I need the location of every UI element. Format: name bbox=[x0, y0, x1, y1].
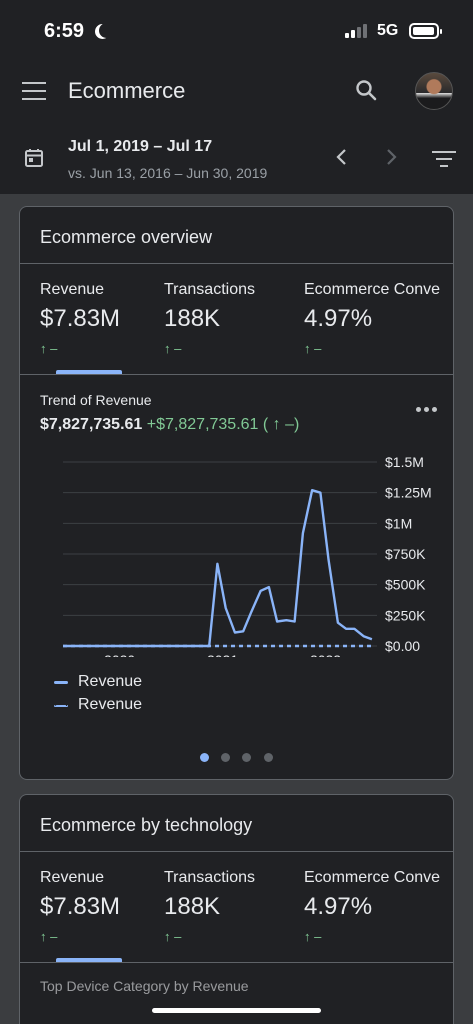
page-title: Ecommerce bbox=[68, 78, 186, 103]
carousel-pagination[interactable] bbox=[200, 753, 280, 763]
network-type: 5G bbox=[377, 22, 399, 39]
metric-transactions[interactable]: Transactions 188K ↑ – bbox=[164, 869, 255, 944]
metric-label: Transactions bbox=[164, 281, 255, 298]
legend-solid-line-icon bbox=[54, 681, 68, 684]
y-tick-label: $1M bbox=[385, 515, 412, 531]
user-avatar[interactable] bbox=[415, 72, 453, 110]
metric-change: ↑ – bbox=[40, 341, 58, 356]
y-tick-label: $750K bbox=[385, 546, 426, 562]
page-dot[interactable] bbox=[242, 753, 251, 762]
x-tick-label: 2020 bbox=[104, 652, 135, 657]
metric-label: Ecommerce Conve bbox=[304, 281, 441, 298]
divider bbox=[20, 374, 453, 375]
metric-change: ↑ – bbox=[304, 341, 322, 356]
x-tick-label: 2022 bbox=[310, 652, 341, 657]
y-tick-label: $1.25M bbox=[385, 485, 432, 501]
metric-value: 4.97% bbox=[304, 305, 373, 332]
selected-metric-indicator bbox=[56, 958, 122, 962]
trend-title: Trend of Revenue bbox=[40, 392, 152, 408]
legend-label: Revenue bbox=[78, 696, 143, 713]
metric-label: Revenue bbox=[40, 869, 105, 886]
metric-label: Ecommerce Conve bbox=[304, 869, 441, 886]
compare-date-range[interactable]: vs. Jun 13, 2016 – Jun 30, 2019 bbox=[68, 165, 268, 181]
cellular-signal-icon bbox=[345, 24, 369, 38]
y-tick-label: $500K bbox=[385, 577, 426, 593]
hamburger-menu-icon[interactable] bbox=[22, 82, 46, 102]
metric-value: 188K bbox=[164, 893, 221, 920]
calendar-icon[interactable] bbox=[24, 148, 44, 168]
page-dot-active[interactable] bbox=[200, 753, 209, 762]
metric-value: $7.83M bbox=[40, 893, 121, 920]
divider bbox=[20, 962, 453, 963]
divider bbox=[20, 263, 453, 264]
divider bbox=[20, 851, 453, 852]
metric-value: 4.97% bbox=[304, 893, 373, 920]
series-line-current bbox=[63, 489, 373, 648]
battery-icon bbox=[409, 23, 442, 39]
page-dot[interactable] bbox=[221, 753, 230, 762]
metric-change: ↑ – bbox=[40, 929, 58, 944]
filter-icon[interactable] bbox=[432, 151, 456, 167]
card-title: Ecommerce by technology bbox=[40, 815, 253, 835]
app-bar: Ecommerce Jul 1, 2019 – Jul 17 vs. Jun 1… bbox=[0, 64, 473, 194]
page-dot[interactable] bbox=[264, 753, 273, 762]
metric-label: Transactions bbox=[164, 869, 255, 886]
trend-delta: +$7,827,735.61 ( ↑ –) bbox=[146, 416, 300, 433]
metric-value: $7.83M bbox=[40, 305, 121, 332]
chevron-right-icon[interactable] bbox=[382, 148, 400, 166]
y-tick-label: $1.5M bbox=[385, 454, 424, 470]
revenue-trend-chart: $1.5M $1.25M $1M $750K $500K $250K $0.00 2020 20… bbox=[63, 454, 432, 657]
legend-label: Revenue bbox=[78, 673, 143, 690]
more-options-icon[interactable] bbox=[416, 407, 438, 413]
x-tick-label: 2021 bbox=[207, 652, 238, 657]
y-tick-label: $250K bbox=[385, 607, 426, 623]
metric-conversion-rate[interactable]: Ecommerce Conve 4.97% ↑ – bbox=[304, 869, 440, 944]
metric-change: ↑ – bbox=[164, 341, 182, 356]
date-range[interactable]: Jul 1, 2019 – Jul 17 bbox=[68, 138, 213, 155]
y-tick-label: $0.00 bbox=[385, 638, 420, 654]
trend-total-value: $7,827,735.61 bbox=[40, 416, 143, 433]
metric-value: 188K bbox=[164, 305, 221, 332]
metric-revenue[interactable]: Revenue $7.83M ↑ – bbox=[40, 281, 120, 356]
selected-metric-indicator bbox=[56, 370, 122, 374]
metric-label: Revenue bbox=[40, 281, 105, 298]
section-title-partial: Top Device Category by Revenue bbox=[40, 978, 249, 994]
ecommerce-overview-card: Ecommerce overview Revenue $7.83M ↑ – Tr… bbox=[19, 206, 454, 780]
status-bar: 6:59 5G bbox=[0, 0, 473, 64]
card-title: Ecommerce overview bbox=[40, 227, 213, 247]
ecommerce-by-technology-card: Ecommerce by technology Revenue $7.83M ↑… bbox=[19, 794, 454, 1024]
do-not-disturb-moon-icon bbox=[99, 23, 114, 38]
status-time: 6:59 bbox=[44, 20, 85, 42]
home-indicator[interactable] bbox=[152, 1008, 321, 1013]
search-icon[interactable] bbox=[354, 78, 378, 102]
metric-transactions[interactable]: Transactions 188K ↑ – bbox=[164, 281, 255, 356]
legend-dashed-line-icon bbox=[54, 705, 68, 707]
metric-change: ↑ – bbox=[304, 929, 322, 944]
chevron-left-icon[interactable] bbox=[333, 148, 351, 166]
metric-revenue[interactable]: Revenue $7.83M ↑ – bbox=[40, 869, 120, 944]
metric-change: ↑ – bbox=[164, 929, 182, 944]
metric-conversion-rate[interactable]: Ecommerce Conve 4.97% ↑ – bbox=[304, 281, 440, 356]
trend-total: $7,827,735.61 +$7,827,735.61 ( ↑ –) bbox=[40, 416, 299, 434]
